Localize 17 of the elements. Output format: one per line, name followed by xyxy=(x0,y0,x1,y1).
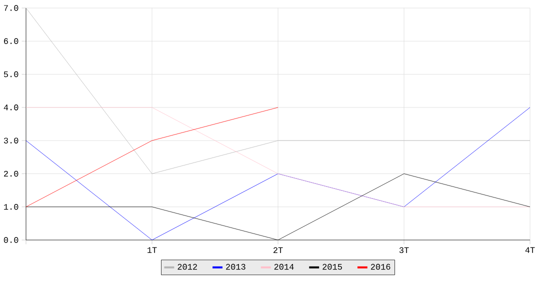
x-tick-label: 3T xyxy=(399,247,409,254)
x-tick-label: 4T xyxy=(525,247,535,253)
y-tick-label: 3.0 xyxy=(4,138,18,144)
y-tick-label: 1.0 xyxy=(4,204,18,210)
legend-label: 2016 xyxy=(370,264,390,270)
y-tick-label: 5.0 xyxy=(4,71,18,78)
legend-label: 2012 xyxy=(178,264,197,270)
y-tick-label: 6.0 xyxy=(4,38,18,44)
legend-label: 2015 xyxy=(322,264,342,270)
y-tick-label: 2.0 xyxy=(4,170,18,177)
y-tick-label: 4.0 xyxy=(4,104,18,110)
legend-label: 2013 xyxy=(226,264,246,270)
x-tick-label: 2T xyxy=(274,247,283,253)
legend-label: 2014 xyxy=(274,264,294,270)
y-tick-label: 0.0 xyxy=(4,237,18,243)
y-tick-label: 7.0 xyxy=(4,5,18,11)
x-tick-label: 1T xyxy=(148,247,157,253)
